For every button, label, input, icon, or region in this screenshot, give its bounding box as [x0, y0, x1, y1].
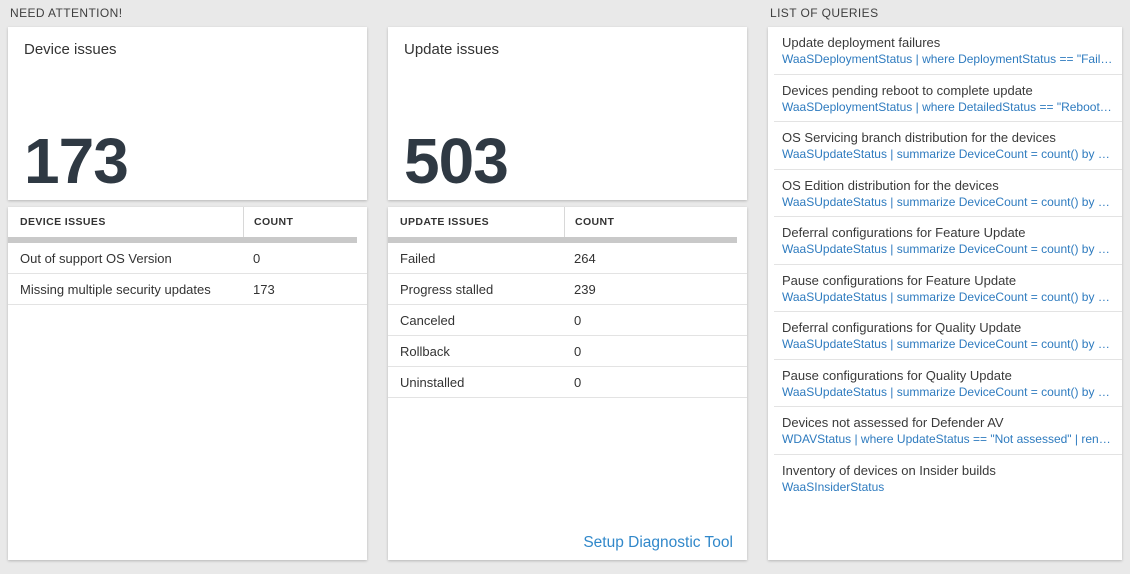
spacer-header: [388, 0, 747, 27]
issue-label: Progress stalled: [400, 281, 494, 297]
update-issues-title: Update issues: [404, 41, 500, 58]
query-list-item[interactable]: Inventory of devices on Insider builds W…: [774, 455, 1122, 495]
query-text[interactable]: WaaSDeploymentStatus | where DeploymentS…: [782, 52, 1114, 66]
device-issues-column: NEED ATTENTION! Device issues 173 DEVICE…: [8, 0, 367, 560]
issue-count: 0: [253, 250, 261, 266]
query-title: Devices pending reboot to complete updat…: [782, 82, 1033, 98]
issue-count: 239: [574, 281, 596, 297]
query-list-item[interactable]: Deferral configurations for Feature Upda…: [774, 217, 1122, 265]
query-list-item[interactable]: Deferral configurations for Quality Upda…: [774, 312, 1122, 360]
query-title: Deferral configurations for Feature Upda…: [782, 225, 1026, 240]
issue-label: Out of support OS Version: [20, 250, 172, 266]
need-attention-header: NEED ATTENTION!: [10, 6, 123, 20]
query-list-item[interactable]: Devices pending reboot to complete updat…: [774, 75, 1122, 122]
table-row[interactable]: Out of support OS Version 0: [8, 243, 367, 274]
query-text[interactable]: WaaSUpdateStatus | summarize DeviceCount…: [782, 384, 1114, 399]
horizontal-scrollbar-track[interactable]: [8, 237, 357, 243]
query-list-item[interactable]: Pause configurations for Quality Update …: [774, 360, 1122, 407]
issue-count: 173: [253, 281, 275, 297]
issue-label: Canceled: [400, 312, 455, 328]
query-list-item[interactable]: OS Servicing branch distribution for the…: [774, 122, 1122, 170]
column-header-count: COUNT: [243, 207, 367, 237]
issue-label: Missing multiple security updates: [20, 281, 211, 297]
query-list-item[interactable]: OS Edition distribution for the devices …: [774, 170, 1122, 217]
device-issues-table: DEVICE ISSUES COUNT Out of support OS Ve…: [8, 207, 367, 560]
issue-label: Uninstalled: [400, 374, 465, 390]
issue-label: Failed: [400, 250, 436, 266]
update-issues-value: 503: [404, 125, 509, 197]
list-of-queries-header: LIST OF QUERIES: [770, 6, 879, 20]
query-title: OS Servicing branch distribution for the…: [782, 130, 1056, 145]
table-row[interactable]: Canceled 0: [388, 305, 747, 336]
issue-count: 0: [574, 343, 582, 359]
query-title: Pause configurations for Quality Update: [782, 367, 1012, 383]
query-text[interactable]: WaaSUpdateStatus | summarize DeviceCount…: [782, 194, 1114, 209]
update-issues-table: UPDATE ISSUES COUNT Failed 264 Progress …: [388, 207, 747, 560]
device-issues-value: 173: [24, 125, 129, 197]
column-header-count: COUNT: [564, 207, 747, 237]
setup-diagnostic-tool-link[interactable]: Setup Diagnostic Tool: [583, 534, 733, 551]
queries-column: LIST OF QUERIES Update deployment failur…: [768, 0, 1122, 560]
issue-count: 264: [574, 250, 596, 266]
table-row[interactable]: Failed 264: [388, 243, 747, 274]
query-text[interactable]: WaaSInsiderStatus: [782, 479, 885, 494]
query-title: Inventory of devices on Insider builds: [782, 462, 996, 478]
query-list-item[interactable]: Pause configurations for Feature Update …: [774, 265, 1122, 312]
horizontal-scrollbar-track[interactable]: [388, 237, 737, 243]
column-header-update-issues: UPDATE ISSUES: [400, 216, 490, 228]
column-header-device-issues: DEVICE ISSUES: [20, 216, 106, 228]
query-text[interactable]: WaaSDeploymentStatus | where DetailedSta…: [782, 99, 1114, 114]
query-list-item[interactable]: Devices not assessed for Defender AV WDA…: [774, 407, 1122, 455]
query-text[interactable]: WaaSUpdateStatus | summarize DeviceCount…: [782, 289, 1114, 304]
table-row[interactable]: Rollback 0: [388, 336, 747, 367]
table-row[interactable]: Progress stalled 239: [388, 274, 747, 305]
query-text[interactable]: WaaSUpdateStatus | summarize DeviceCount…: [782, 242, 1114, 256]
table-row[interactable]: Missing multiple security updates 173: [8, 274, 367, 305]
query-title: Deferral configurations for Quality Upda…: [782, 320, 1022, 335]
query-title: Devices not assessed for Defender AV: [782, 415, 1004, 430]
update-table-body: Failed 264 Progress stalled 239 Canceled…: [388, 243, 747, 560]
update-table-header: UPDATE ISSUES COUNT: [388, 207, 747, 237]
device-table-header: DEVICE ISSUES COUNT: [8, 207, 367, 237]
table-row[interactable]: Uninstalled 0: [388, 367, 747, 398]
query-title: Pause configurations for Feature Update: [782, 272, 1017, 288]
query-text[interactable]: WaaSUpdateStatus | summarize DeviceCount…: [782, 337, 1114, 351]
issue-count: 0: [574, 312, 582, 328]
query-list-item[interactable]: Update deployment failures WaaSDeploymen…: [774, 27, 1122, 75]
device-issues-tile[interactable]: Device issues 173: [8, 27, 367, 200]
query-list: Update deployment failures WaaSDeploymen…: [768, 27, 1122, 560]
query-text[interactable]: WaaSUpdateStatus | summarize DeviceCount…: [782, 147, 1114, 161]
device-table-body: Out of support OS Version 0 Missing mult…: [8, 243, 367, 560]
device-issues-title: Device issues: [24, 41, 117, 58]
issue-count: 0: [574, 374, 582, 390]
update-issues-tile[interactable]: Update issues 503: [388, 27, 747, 200]
query-title: OS Edition distribution for the devices: [782, 177, 999, 193]
query-title: Update deployment failures: [782, 35, 941, 50]
issue-label: Rollback: [400, 343, 450, 359]
update-issues-column: Update issues 503 UPDATE ISSUES COUNT Fa…: [388, 0, 747, 560]
query-text[interactable]: WDAVStatus | where UpdateStatus == "Not …: [782, 432, 1114, 446]
